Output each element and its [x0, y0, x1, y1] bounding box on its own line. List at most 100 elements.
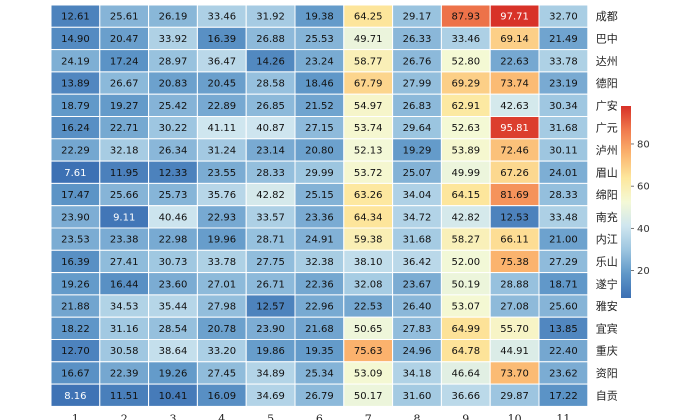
row-label: 泸州 — [596, 144, 618, 157]
cell-value-label: 46.64 — [451, 368, 480, 379]
cell-value-label: 34.69 — [256, 391, 285, 402]
cell-value-label: 25.60 — [549, 302, 578, 313]
cell-value-label: 36.42 — [403, 257, 432, 268]
column-label: 5 — [267, 412, 274, 420]
cell-value-label: 49.71 — [354, 34, 383, 45]
cell-value-label: 14.26 — [256, 56, 285, 67]
cell-value-label: 30.22 — [159, 123, 188, 134]
cell-value-label: 25.42 — [159, 101, 188, 112]
cell-value-label: 9.11 — [113, 212, 135, 223]
cell-value-label: 24.96 — [403, 346, 432, 357]
cell-value-label: 32.70 — [549, 12, 578, 23]
cell-value-label: 34.04 — [403, 190, 432, 201]
cell-value-label: 16.39 — [61, 257, 90, 268]
cell-value-label: 33.48 — [549, 212, 578, 223]
cell-value-label: 17.22 — [549, 391, 578, 402]
cell-value-label: 87.93 — [451, 12, 480, 23]
cell-value-label: 10.41 — [159, 391, 188, 402]
cell-value-label: 42.63 — [500, 101, 529, 112]
cell-value-label: 41.11 — [207, 123, 236, 134]
colorbar: 20 40 60 80 — [621, 106, 650, 298]
cell-value-label: 52.13 — [354, 145, 383, 156]
cell-value-label: 27.83 — [403, 324, 432, 335]
cell-value-label: 26.33 — [403, 34, 432, 45]
cell-value-label: 64.78 — [451, 346, 480, 357]
cell-value-label: 26.83 — [403, 101, 432, 112]
cell-value-label: 53.09 — [354, 368, 383, 379]
cell-value-label: 18.71 — [549, 279, 578, 290]
cell-value-label: 29.99 — [305, 168, 334, 179]
cell-value-label: 33.57 — [256, 212, 285, 223]
cell-value-label: 52.80 — [451, 56, 480, 67]
cell-value-label: 35.76 — [207, 190, 236, 201]
row-label: 自贡 — [596, 389, 618, 402]
cell-value-label: 95.81 — [500, 123, 529, 134]
cell-value-label: 33.78 — [549, 56, 578, 67]
cell-value-label: 24.19 — [61, 56, 90, 67]
cell-value-label: 14.90 — [61, 34, 90, 45]
row-label: 德阳 — [596, 76, 618, 90]
cell-value-label: 19.29 — [403, 145, 432, 156]
cell-value-label: 23.62 — [549, 368, 578, 379]
row-label: 宜宾 — [596, 321, 618, 335]
cell-value-label: 64.15 — [451, 190, 480, 201]
cell-value-label: 28.33 — [256, 168, 285, 179]
cell-value-label: 28.58 — [256, 79, 285, 90]
cell-value-label: 40.87 — [256, 123, 285, 134]
cell-value-label: 21.88 — [61, 302, 90, 313]
cell-value-label: 97.71 — [500, 12, 529, 23]
cell-value-label: 21.49 — [549, 34, 578, 45]
cell-value-label: 16.67 — [61, 368, 90, 379]
cell-value-label: 29.64 — [403, 123, 432, 134]
row-label: 南充 — [596, 210, 618, 224]
cell-value-label: 28.88 — [500, 279, 529, 290]
cell-value-label: 53.07 — [451, 302, 480, 313]
cell-value-label: 22.40 — [549, 346, 578, 357]
cell-value-label: 20.80 — [305, 145, 334, 156]
colorbar-gradient — [621, 106, 631, 298]
cell-value-label: 58.77 — [354, 56, 383, 67]
cell-value-label: 28.71 — [256, 235, 285, 246]
cell-value-label: 28.54 — [159, 324, 188, 335]
cell-value-label: 24.01 — [549, 168, 578, 179]
cell-value-label: 30.73 — [159, 257, 188, 268]
cell-value-label: 26.40 — [403, 302, 432, 313]
cell-value-label: 22.96 — [305, 302, 334, 313]
cell-value-label: 30.58 — [110, 346, 139, 357]
cell-value-label: 30.34 — [549, 101, 578, 112]
cell-value-label: 16.24 — [61, 123, 90, 134]
cell-value-label: 26.34 — [159, 145, 188, 156]
cell-value-label: 28.97 — [159, 56, 188, 67]
cell-value-label: 23.67 — [403, 279, 432, 290]
cell-value-label: 29.17 — [403, 12, 432, 23]
row-label: 广安 — [596, 98, 618, 112]
cell-value-label: 31.16 — [110, 324, 139, 335]
cell-value-label: 21.52 — [305, 101, 334, 112]
cell-value-label: 22.93 — [207, 212, 236, 223]
cell-value-label: 12.61 — [61, 12, 90, 23]
column-label: 8 — [414, 412, 421, 420]
row-label: 巴中 — [596, 32, 618, 45]
cell-value-label: 26.79 — [305, 391, 334, 402]
cell-value-label: 20.45 — [207, 79, 236, 90]
cell-value-label: 34.18 — [403, 368, 432, 379]
cell-value-label: 19.27 — [110, 101, 139, 112]
cell-value-label: 22.89 — [207, 101, 236, 112]
cell-value-label: 27.08 — [500, 302, 529, 313]
row-label: 重庆 — [596, 344, 618, 358]
cell-value-label: 11.51 — [110, 391, 139, 402]
column-label: 1 — [72, 412, 79, 420]
cell-value-label: 23.90 — [256, 324, 285, 335]
cell-value-label: 33.78 — [207, 257, 236, 268]
cell-value-label: 23.53 — [61, 235, 90, 246]
cell-value-label: 18.79 — [61, 101, 90, 112]
cell-value-label: 19.38 — [305, 12, 334, 23]
cell-value-label: 19.35 — [305, 346, 334, 357]
cell-value-label: 26.71 — [256, 279, 285, 290]
cell-value-label: 44.91 — [500, 346, 529, 357]
column-label: 6 — [316, 412, 323, 420]
cell-value-label: 25.61 — [110, 12, 139, 23]
cell-value-label: 31.60 — [403, 391, 432, 402]
cell-value-label: 53.72 — [354, 168, 383, 179]
